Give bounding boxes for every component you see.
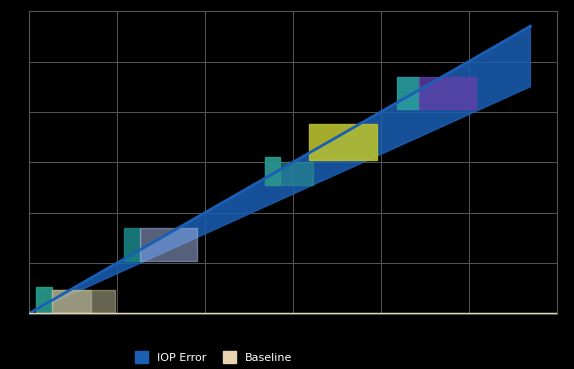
Bar: [418, 77, 476, 109]
Polygon shape: [29, 26, 530, 314]
Legend: IOP Error, Baseline: IOP Error, Baseline: [134, 351, 293, 363]
Bar: [52, 290, 91, 313]
Bar: [139, 228, 197, 261]
Bar: [397, 77, 418, 109]
Bar: [265, 162, 313, 185]
Bar: [124, 228, 139, 261]
Bar: [36, 287, 52, 313]
Bar: [265, 157, 281, 185]
Bar: [309, 124, 377, 160]
Bar: [52, 290, 115, 313]
